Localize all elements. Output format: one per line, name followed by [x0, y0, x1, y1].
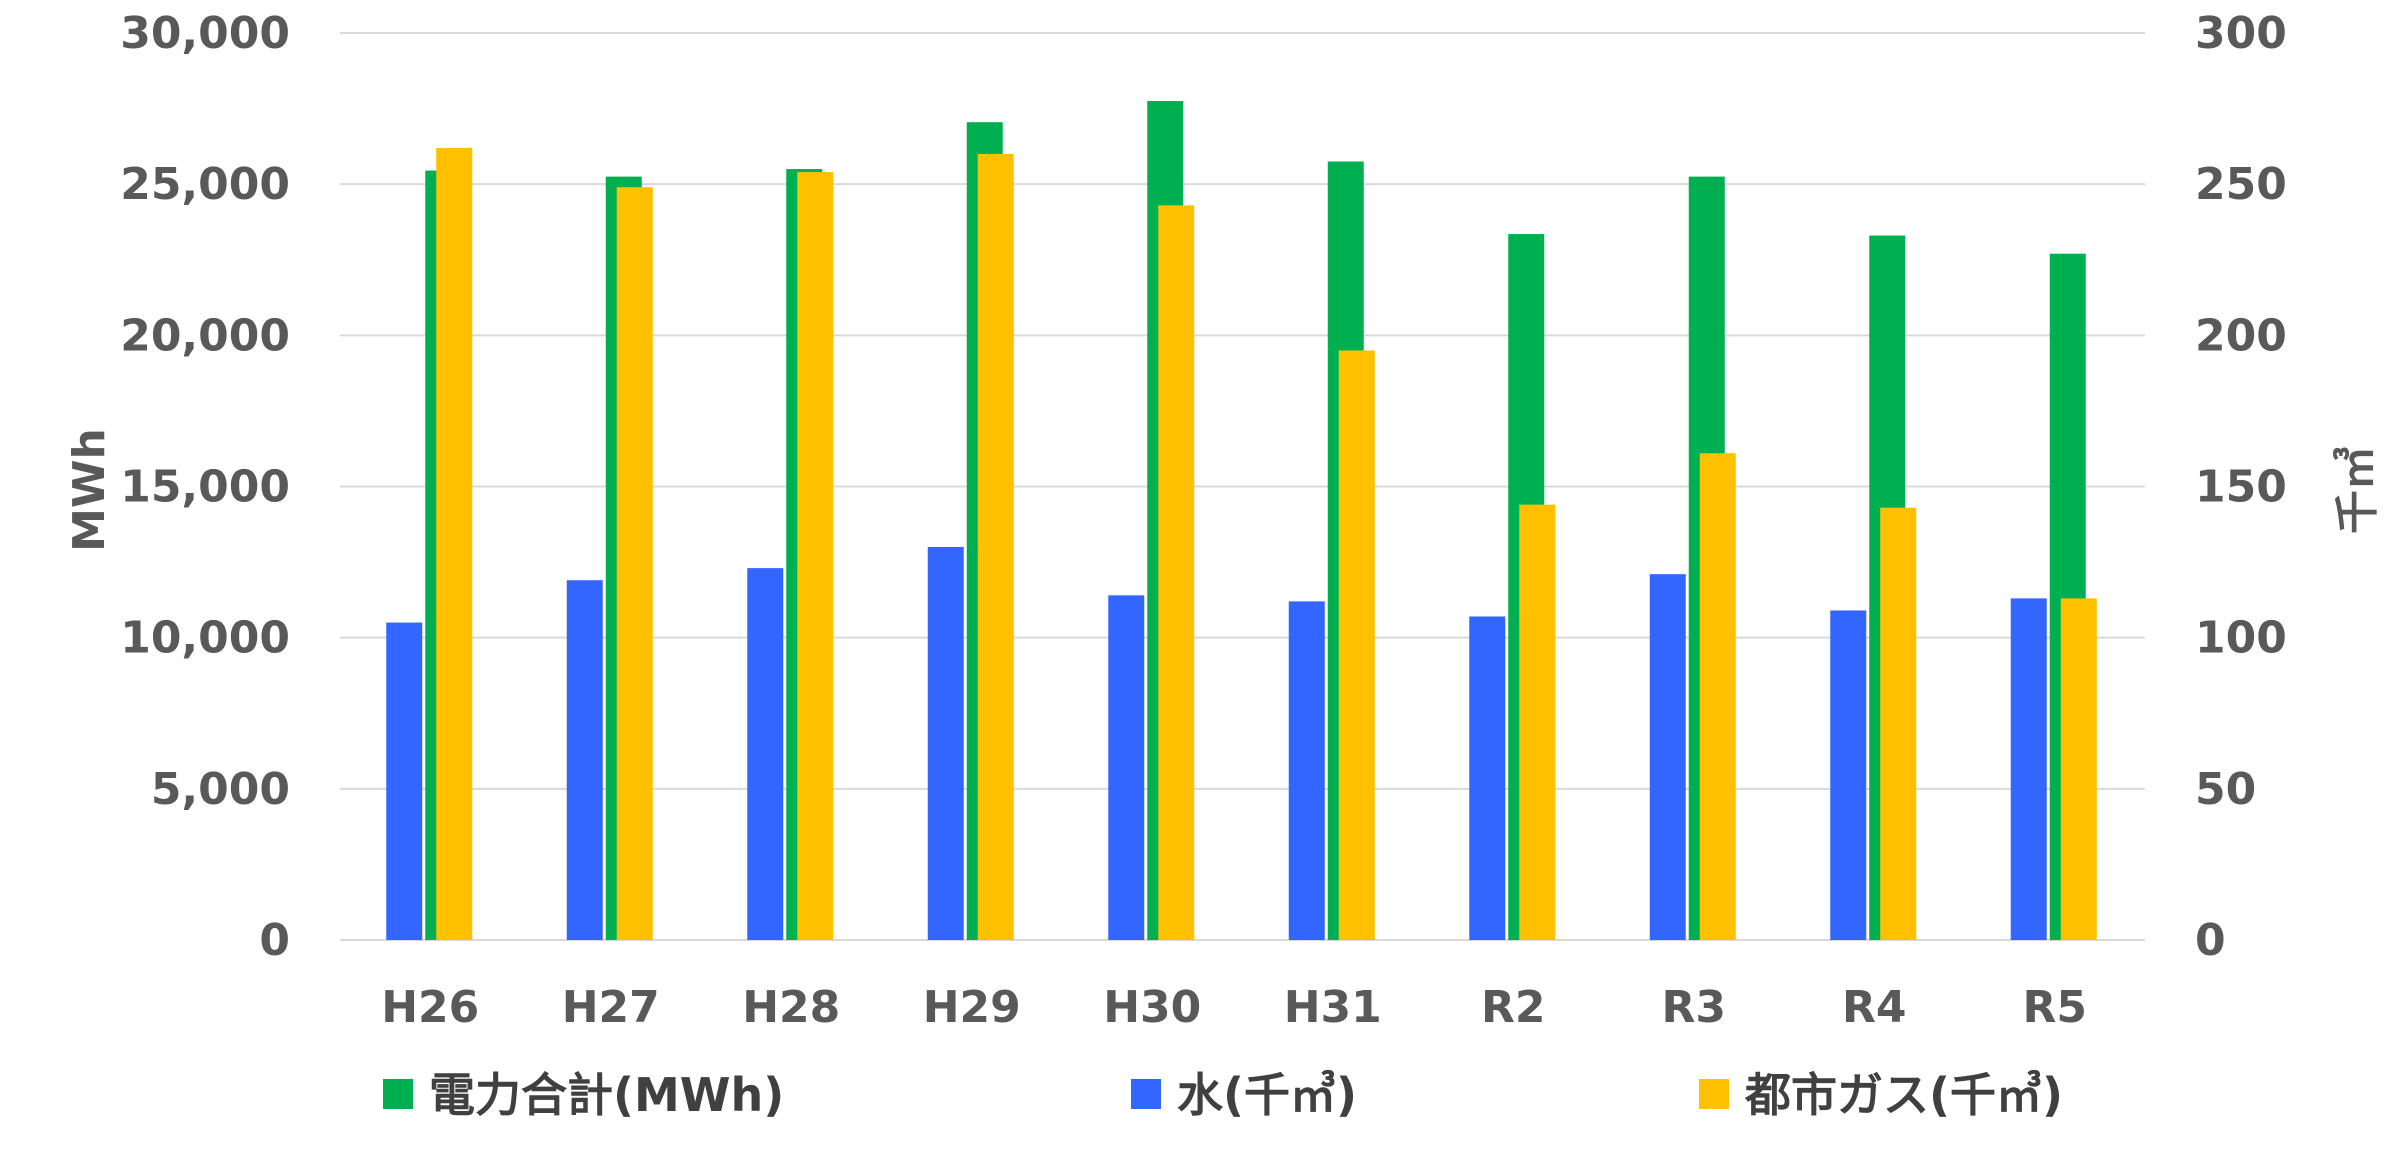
- bar-R2-series-1: [1469, 616, 1506, 940]
- bar-H26-series-1: [386, 622, 423, 940]
- legend-label: 電力合計(MWh): [429, 1068, 784, 1122]
- right-tick-label: 50: [2195, 764, 2256, 815]
- legend-swatch: [383, 1079, 413, 1109]
- x-tick-label: H31: [1284, 982, 1382, 1033]
- x-axis-ticks: H26 H27 H28 H29 H30 H31 R2 R3 R4 R5: [381, 982, 2087, 1033]
- right-tick-label: 150: [2195, 462, 2287, 513]
- left-axis-title: MWh: [64, 428, 115, 552]
- bar-R5-series-1: [2010, 598, 2047, 940]
- bar-H31-series-1: [1288, 601, 1325, 940]
- x-tick-label: H27: [562, 982, 660, 1033]
- left-tick-label: 15,000: [120, 462, 290, 513]
- bar-R3-series-2: [1699, 453, 1736, 940]
- legend-label: 水(千㎥): [1177, 1068, 1357, 1122]
- bar-R4-series-2: [1880, 507, 1917, 940]
- bar-H27-series-2: [616, 187, 653, 940]
- legend: 電力合計(MWh) 水(千㎥) 都市ガス(千㎥): [383, 1068, 2063, 1122]
- x-tick-label: H29: [923, 982, 1021, 1033]
- bar-R4-series-1: [1830, 610, 1867, 940]
- x-tick-label: R4: [1842, 982, 1907, 1033]
- x-tick-label: H30: [1103, 982, 1201, 1033]
- bar-R2-series-2: [1519, 504, 1556, 940]
- legend-swatch: [1699, 1079, 1729, 1109]
- right-tick-label: 100: [2195, 613, 2287, 664]
- bar-H31-series-2: [1338, 350, 1375, 940]
- legend-swatch: [1131, 1079, 1161, 1109]
- left-tick-label: 20,000: [120, 310, 290, 361]
- left-tick-label: 25,000: [120, 159, 290, 210]
- bar-H30-series-1: [1108, 595, 1145, 940]
- x-tick-label: H28: [742, 982, 840, 1033]
- left-tick-label: 30,000: [120, 8, 290, 59]
- bar-H28-series-2: [797, 172, 834, 940]
- bar-H28-series-1: [747, 568, 784, 940]
- right-axis-title: 千㎥: [2332, 446, 2383, 534]
- bar-H29-series-2: [977, 153, 1014, 940]
- right-tick-label: 200: [2195, 310, 2287, 361]
- right-axis-ticks: 0 50 100 150 200 250 300: [2195, 8, 2287, 966]
- x-tick-label: R2: [1481, 982, 1546, 1033]
- bar-R5-series-2: [2060, 598, 2097, 940]
- bar-R3-series-1: [1649, 574, 1686, 940]
- right-tick-label: 250: [2195, 159, 2287, 210]
- bars: [386, 101, 2097, 941]
- x-tick-label: R3: [1662, 982, 1727, 1033]
- right-tick-label: 300: [2195, 8, 2287, 59]
- bar-H26-series-2: [436, 147, 473, 941]
- bar-H27-series-1: [566, 580, 603, 940]
- right-tick-label: 0: [2195, 915, 2226, 966]
- left-tick-label: 5,000: [151, 764, 290, 815]
- bar-H29-series-1: [927, 546, 964, 940]
- left-axis-ticks: 0 5,000 10,000 15,000 20,000 25,000 30,000: [120, 8, 290, 966]
- bar-H30-series-2: [1158, 205, 1195, 940]
- legend-label: 都市ガス(千㎥): [1744, 1068, 2063, 1122]
- x-tick-label: H26: [381, 982, 479, 1033]
- x-tick-label: R5: [2023, 982, 2088, 1033]
- left-tick-label: 10,000: [120, 613, 290, 664]
- left-tick-label: 0: [259, 915, 290, 966]
